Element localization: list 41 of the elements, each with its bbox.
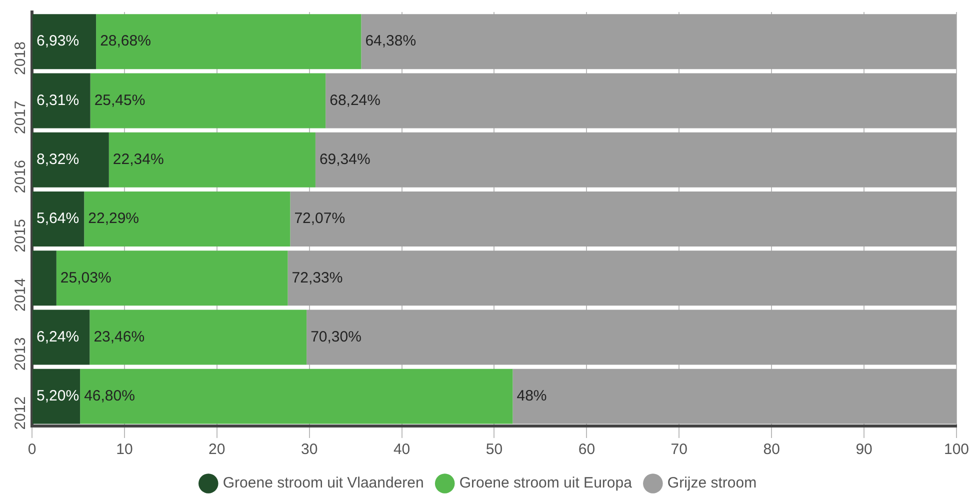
x-tick-label: 20 [208, 441, 226, 458]
data-label: 25,45% [94, 92, 146, 109]
data-label: 25,03% [60, 269, 112, 286]
y-tick-label: 2013 [12, 337, 30, 371]
y-tick-label: 2012 [12, 396, 30, 430]
data-label: 68,24% [330, 92, 380, 109]
data-label: 70,30% [310, 328, 362, 346]
y-tick-label: 2014 [12, 278, 30, 312]
data-label: 5,64% [36, 210, 80, 228]
x-tick-label: 80 [763, 441, 780, 458]
x-tick-label: 90 [856, 441, 872, 458]
y-tick-label: 2016 [12, 160, 30, 194]
legend-label: Grijze stroom [667, 474, 757, 492]
data-label: 6,31% [36, 92, 80, 109]
data-label: 22,34% [112, 151, 164, 168]
data-label: 72,33% [292, 269, 343, 286]
data-label: 64,38% [365, 32, 416, 50]
data-label: 48% [516, 388, 547, 405]
data-label: 5,20% [36, 388, 80, 405]
x-tick-label: 30 [301, 441, 318, 458]
y-tick-label: 2017 [12, 100, 30, 134]
legend-label: Groene stroom uit Europa [459, 474, 633, 492]
data-label: 6,24% [36, 328, 80, 346]
y-tick-label: 2015 [12, 219, 30, 252]
x-tick-label: 50 [486, 441, 503, 458]
legend-label: Groene stroom uit Vlaanderen [222, 474, 424, 492]
x-tick-label: 70 [670, 441, 688, 458]
data-label: 46,80% [84, 388, 135, 405]
x-tick-label: 10 [116, 441, 133, 458]
data-label: 6,93% [36, 32, 80, 50]
x-tick-label: 0 [28, 441, 36, 458]
data-label: 23,46% [94, 328, 145, 346]
y-tick-label: 2018 [12, 42, 30, 75]
x-tick-label: 60 [578, 441, 596, 458]
data-label: 72,07% [294, 210, 346, 228]
data-label: 69,34% [319, 151, 370, 168]
data-label: 28,68% [100, 32, 151, 50]
x-tick-label: 40 [393, 441, 410, 458]
x-tick-label: 100 [944, 441, 969, 458]
data-label: 8,32% [36, 151, 80, 168]
data-label: 22,29% [88, 210, 140, 228]
